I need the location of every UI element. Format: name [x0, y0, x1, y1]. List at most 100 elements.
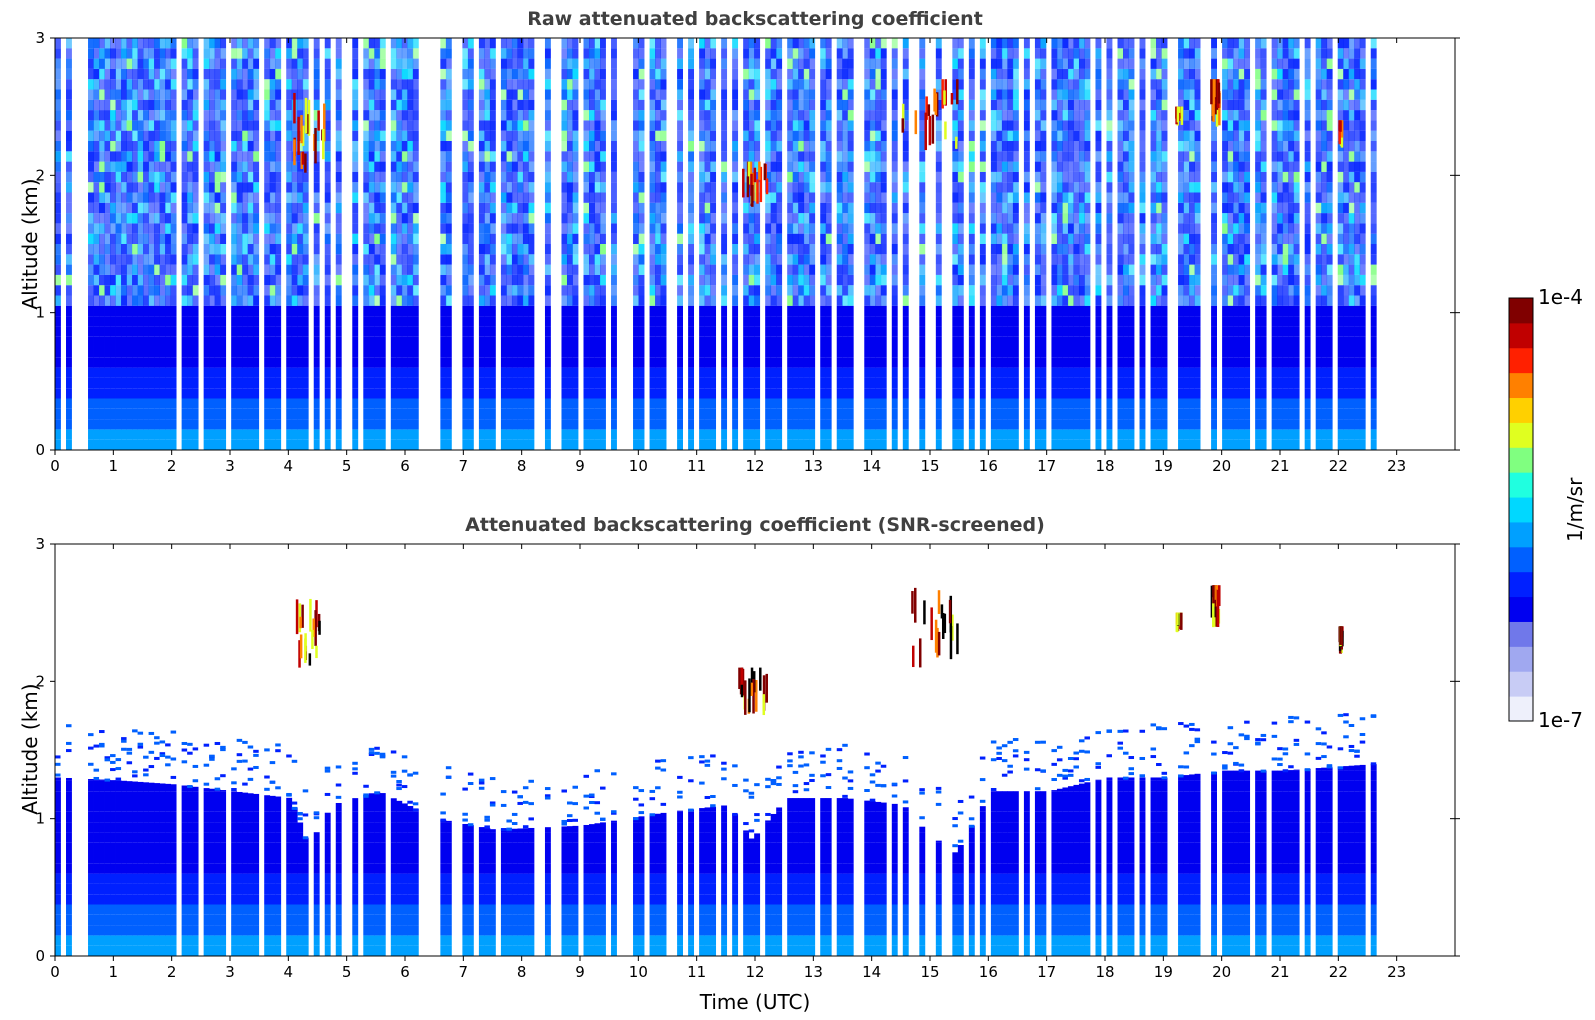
heatmap-cell — [528, 58, 535, 69]
heatmap-cell — [522, 141, 529, 152]
heatmap-cell — [264, 120, 271, 131]
heatmap-cell — [583, 326, 590, 337]
heatmap-cell — [825, 295, 832, 306]
heatmap-cell — [137, 58, 144, 69]
heatmap-cell — [611, 38, 617, 49]
heatmap-cell — [368, 316, 375, 327]
heatmap-cell — [165, 58, 172, 69]
heatmap-cell — [247, 419, 254, 430]
heatmap-cell — [412, 377, 419, 389]
heatmap-cell — [688, 182, 695, 193]
heatmap-cell — [594, 439, 601, 450]
heatmap-cell — [842, 336, 849, 347]
heatmap-cell — [754, 79, 761, 90]
heatmap-cell — [401, 347, 408, 358]
heatmap-cell — [754, 439, 761, 450]
heatmap-cell — [600, 171, 606, 183]
heatmap-cell — [638, 223, 645, 234]
heatmap-cell — [511, 357, 518, 368]
heatmap-cell — [187, 244, 194, 255]
heatmap-cell — [1051, 244, 1058, 255]
heatmap-cell — [1001, 58, 1008, 69]
heatmap-cell — [181, 213, 188, 224]
heatmap-cell — [242, 223, 249, 234]
heatmap-cell — [99, 171, 105, 183]
heatmap-cell — [137, 151, 144, 162]
heatmap-cell — [407, 419, 414, 430]
heatmap-cell — [864, 182, 871, 193]
heatmap-cell — [820, 439, 827, 450]
heatmap-cell — [952, 388, 959, 399]
heatmap-cell — [467, 439, 474, 450]
heatmap-cell — [875, 316, 882, 327]
heatmap-cell — [572, 58, 579, 69]
heatmap-cell — [374, 377, 381, 389]
heatmap-cell — [220, 120, 227, 131]
heatmap-cell — [324, 439, 331, 450]
heatmap-cell — [864, 130, 871, 141]
heatmap-cell — [390, 120, 397, 131]
heatmap-cell — [121, 367, 127, 378]
heatmap-cell — [710, 264, 717, 275]
heatmap-cell — [170, 388, 177, 399]
heatmap-cell — [110, 89, 116, 100]
heatmap-cell — [1007, 316, 1014, 327]
heatmap-cell — [561, 316, 568, 327]
heatmap-cell — [335, 223, 342, 234]
heatmap-cell — [748, 419, 755, 430]
heatmap-cell — [677, 141, 683, 152]
heatmap-cell — [732, 171, 739, 183]
heatmap-cell — [231, 439, 238, 450]
heatmap-cell — [335, 367, 342, 378]
heatmap-cell — [407, 58, 414, 69]
heatmap-cell — [660, 429, 667, 440]
heatmap-cell — [275, 285, 282, 296]
heatmap-cell — [132, 38, 138, 49]
heatmap-cell — [335, 68, 342, 80]
heatmap-cell — [401, 182, 408, 193]
heatmap-cell — [368, 326, 375, 337]
heatmap-cell — [115, 398, 122, 409]
heatmap-cell — [154, 377, 160, 389]
heatmap-cell — [170, 89, 177, 100]
heatmap-cell — [313, 202, 320, 214]
heatmap-cell — [253, 213, 260, 224]
heatmap-cell — [638, 429, 645, 440]
heatmap-cell — [919, 130, 926, 141]
heatmap-cell — [209, 439, 216, 450]
heatmap-cell — [275, 171, 282, 183]
heatmap-cell — [952, 192, 959, 203]
heatmap-cell — [1067, 223, 1074, 234]
heatmap-cell — [352, 38, 359, 49]
heatmap-cell — [137, 336, 144, 347]
heatmap-cell — [313, 419, 320, 430]
heatmap-cell — [566, 274, 573, 286]
heatmap-cell — [996, 141, 1003, 152]
heatmap-cell — [1040, 223, 1047, 234]
heatmap-cell — [511, 202, 518, 214]
heatmap-cell — [291, 398, 298, 409]
heatmap-cell — [324, 326, 331, 337]
heatmap-cell — [561, 89, 568, 100]
heatmap-cell — [187, 377, 194, 389]
heatmap-cell — [721, 305, 728, 317]
heatmap-cell — [500, 305, 507, 317]
heatmap-cell — [462, 377, 469, 389]
heatmap-cell — [242, 295, 249, 306]
heatmap-cell — [522, 285, 529, 296]
heatmap-cell — [231, 48, 238, 59]
heatmap-cell — [253, 233, 260, 244]
heatmap-cell — [979, 408, 986, 420]
heatmap-cell — [121, 244, 127, 255]
heatmap-cell — [517, 244, 524, 255]
heatmap-cell — [286, 161, 293, 172]
heatmap-cell — [957, 151, 964, 162]
heatmap-cell — [522, 326, 529, 337]
heatmap-cell — [407, 336, 414, 347]
heatmap-cell — [187, 367, 194, 378]
heatmap-cell — [792, 141, 799, 152]
heatmap-cell — [787, 171, 794, 183]
heatmap-cell — [732, 254, 739, 265]
heatmap-cell — [809, 141, 816, 152]
heatmap-cell — [143, 429, 149, 440]
